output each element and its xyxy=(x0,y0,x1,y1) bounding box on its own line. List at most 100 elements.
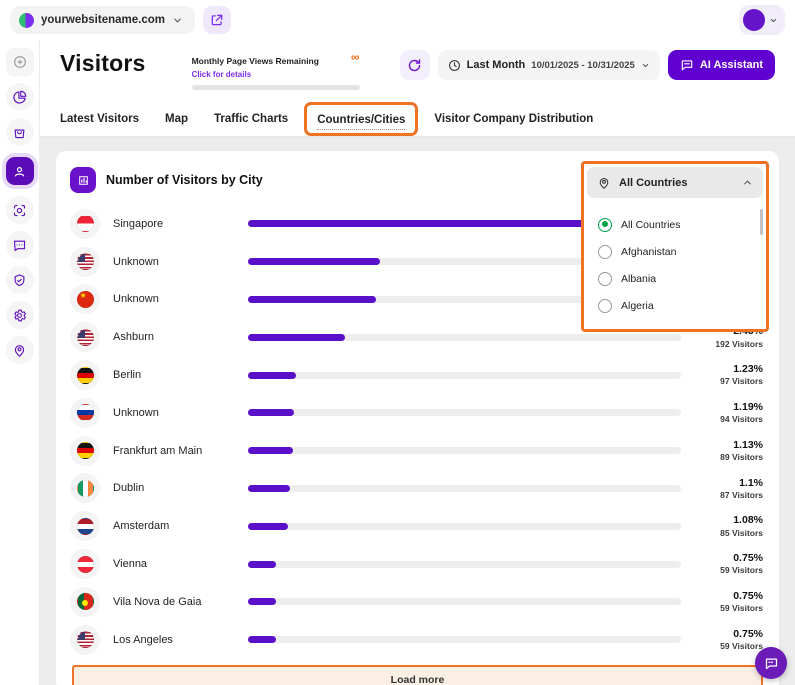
shield-check-icon xyxy=(14,273,25,286)
sidebar-item-expand[interactable] xyxy=(5,48,34,76)
sidebar-item-settings[interactable] xyxy=(5,301,34,329)
visitors-by-city-card: Number of Visitors by City Singapore Unk… xyxy=(56,151,779,685)
city-row: Singapore xyxy=(70,205,765,243)
card-title: Number of Visitors by City xyxy=(106,173,263,187)
city-row: Amsterdam 1.08% 85 Visitors xyxy=(70,507,765,545)
person-pin-icon xyxy=(14,344,25,357)
visitors-percent: 0.75% xyxy=(733,589,763,602)
tab-map[interactable]: Map xyxy=(165,113,189,125)
circle-plus-icon xyxy=(13,56,26,68)
tab-latest-visitors[interactable]: Latest Visitors xyxy=(60,113,140,125)
topbar: yourwebsitename.com xyxy=(0,0,795,40)
scrollbar-thumb[interactable] xyxy=(760,209,763,235)
open-website-button[interactable] xyxy=(202,6,231,34)
visitors-bar-fill xyxy=(248,447,293,455)
country-flag-icon xyxy=(70,284,100,315)
city-name: Berlin xyxy=(113,369,142,382)
quota-infinity-value: ∞ xyxy=(351,50,360,64)
radio-icon xyxy=(598,271,612,286)
visitors-percent: 1.1% xyxy=(739,476,763,489)
city-name: Dublin xyxy=(113,482,145,495)
city-row: Berlin 1.23% 97 Visitors xyxy=(70,356,765,394)
visitors-bar-fill xyxy=(248,295,376,303)
radio-icon xyxy=(598,298,612,313)
visitors-bar-track xyxy=(248,484,681,492)
visitors-bar-fill xyxy=(248,371,297,379)
visitors-bar-track xyxy=(248,220,681,228)
city-row: Unknown xyxy=(70,243,765,281)
country-flag-icon xyxy=(70,246,100,277)
city-row: Unknown xyxy=(70,281,765,319)
date-range-picker[interactable]: Last Month 10/01/2025 - 10/31/2025 xyxy=(437,50,660,80)
sidebar-item-communication[interactable] xyxy=(5,231,34,259)
visitors-icon xyxy=(14,166,25,176)
sidebar-item-ecommerce[interactable] xyxy=(5,118,34,146)
visitors-bar-track xyxy=(248,598,681,606)
country-option[interactable]: Afghanistan xyxy=(584,238,766,265)
country-option[interactable]: Albania xyxy=(584,265,766,292)
row-stats: 0.75% 59 Visitors xyxy=(695,628,765,652)
visitors-bar-fill xyxy=(248,636,277,644)
period-range: 10/01/2025 - 10/31/2025 xyxy=(531,59,635,71)
visitors-bar-track xyxy=(248,333,681,341)
visitors-bar-track xyxy=(248,258,681,266)
country-flag-icon xyxy=(70,511,100,542)
tab-traffic-charts[interactable]: Traffic Charts xyxy=(214,113,289,125)
country-option[interactable]: All Countries xyxy=(584,211,766,238)
chat-bubble-icon xyxy=(681,60,693,71)
load-more-button[interactable]: Load more xyxy=(72,664,763,685)
chevron-down-icon xyxy=(770,18,777,22)
country-flag-icon xyxy=(70,586,100,617)
sidebar-item-visitors[interactable] xyxy=(5,157,34,185)
sidebar-item-dashboard[interactable] xyxy=(5,83,34,111)
city-name: Unknown xyxy=(113,293,159,306)
country-option-label: Algeria xyxy=(621,299,654,312)
city-rows: Singapore Unknown Unknown Ashburn 2.43% … xyxy=(70,205,765,659)
city-row: Vienna 0.75% 59 Visitors xyxy=(70,545,765,583)
country-option[interactable]: Algeria xyxy=(584,292,766,319)
country-flag-icon xyxy=(70,624,100,655)
page-header: Visitors Monthly Page Views Remaining Cl… xyxy=(40,40,795,137)
chevron-down-icon xyxy=(174,18,181,22)
period-label: Last Month xyxy=(466,59,526,71)
avatar xyxy=(743,9,765,31)
chat-bubble-icon xyxy=(765,658,777,669)
city-row: Vila Nova de Gaia 0.75% 59 Visitors xyxy=(70,583,765,621)
row-stats: 0.75% 59 Visitors xyxy=(695,552,765,576)
visitors-bar-fill xyxy=(248,409,294,417)
chevron-up-icon xyxy=(744,180,751,185)
sidebar-item-privacy[interactable] xyxy=(5,266,34,294)
sidebar-item-behaviour[interactable] xyxy=(5,196,34,224)
visitors-count: 192 Visitors xyxy=(715,338,763,349)
city-name: Vienna xyxy=(113,558,148,571)
annotation-highlight: Countries/Cities xyxy=(304,102,419,136)
sidebar xyxy=(0,40,40,685)
support-chat-button[interactable] xyxy=(755,647,787,679)
visitors-bar-track xyxy=(248,409,681,417)
visitors-bar-track xyxy=(248,522,681,530)
quota-details-link[interactable]: Click for details xyxy=(191,70,252,79)
tab-visitor-company-distribution[interactable]: Visitor Company Distribution xyxy=(434,113,594,125)
visitors-bar-track xyxy=(248,371,681,379)
country-flag-icon xyxy=(70,473,100,504)
website-favicon-icon xyxy=(19,12,34,28)
refresh-button[interactable] xyxy=(399,50,430,80)
city-name: Unknown xyxy=(113,255,159,268)
shopping-bag-icon xyxy=(14,128,25,138)
sidebar-item-account[interactable] xyxy=(5,336,34,364)
website-selector[interactable]: yourwebsitename.com xyxy=(10,6,195,34)
radio-icon xyxy=(598,244,612,259)
row-stats: 1.13% 89 Visitors xyxy=(695,439,765,463)
refresh-icon xyxy=(408,58,421,71)
user-menu[interactable] xyxy=(739,5,785,35)
visitors-bar-fill xyxy=(248,560,277,568)
ai-assistant-button[interactable]: AI Assistant xyxy=(667,50,775,80)
visitors-bar-fill xyxy=(248,522,289,530)
city-name: Ashburn xyxy=(113,331,154,344)
row-stats: 1.08% 85 Visitors xyxy=(695,514,765,538)
quota-widget: Monthly Page Views Remaining Click for d… xyxy=(191,50,360,90)
tab-countries-cities[interactable]: Countries/Cities xyxy=(317,114,406,130)
country-filter-toggle[interactable]: All Countries xyxy=(587,167,763,198)
visitors-bar-fill xyxy=(248,598,277,606)
visitors-bar-fill xyxy=(248,220,681,228)
